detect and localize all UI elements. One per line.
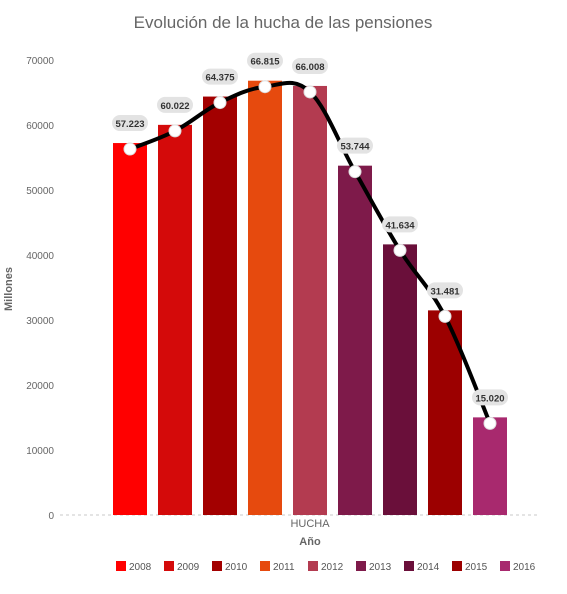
data-label-badge xyxy=(247,52,283,69)
bar-2008[interactable] xyxy=(113,143,147,515)
legend-swatch xyxy=(356,561,366,571)
data-label-text: 66.008 xyxy=(295,62,324,73)
trend-marker-2012[interactable] xyxy=(303,85,317,99)
legend-swatch xyxy=(164,561,174,571)
data-label-text: 66.815 xyxy=(250,57,280,68)
bar-2010[interactable] xyxy=(203,96,237,515)
y-tick-label: 60000 xyxy=(26,121,54,132)
legend-label: 2014 xyxy=(417,562,440,573)
legend-label: 2009 xyxy=(177,562,200,573)
data-label-2015: 31.481 xyxy=(427,282,463,299)
trend-marker-2011[interactable] xyxy=(258,80,272,94)
legend-label: 2013 xyxy=(369,562,392,573)
legend-label: 2015 xyxy=(465,562,488,573)
data-label-2011: 66.815 xyxy=(247,52,283,69)
legend-swatch xyxy=(116,561,126,571)
data-label-2012: 66.008 xyxy=(292,57,328,74)
data-label-2010: 64.375 xyxy=(202,68,238,85)
trend-marker-2009[interactable] xyxy=(168,124,182,138)
legend-item-2013[interactable]: 2013 xyxy=(356,561,392,573)
data-label-text: 57.223 xyxy=(115,119,144,130)
y-tick-label: 70000 xyxy=(26,56,54,67)
data-label-badge xyxy=(292,57,328,74)
y-tick-label: 30000 xyxy=(26,316,54,327)
trend-marker-2016[interactable] xyxy=(483,416,497,430)
data-label-badge xyxy=(472,389,508,406)
trend-marker-2014[interactable] xyxy=(393,243,407,257)
legend-item-2012[interactable]: 2012 xyxy=(308,561,344,573)
legend-swatch xyxy=(404,561,414,571)
legend-item-2016[interactable]: 2016 xyxy=(500,561,536,573)
legend-item-2009[interactable]: 2009 xyxy=(164,561,200,573)
trend-marker-2008[interactable] xyxy=(123,142,137,156)
legend-item-2014[interactable]: 2014 xyxy=(404,561,440,573)
bar-2014[interactable] xyxy=(383,244,417,515)
legend-swatch xyxy=(500,561,510,571)
data-label-text: 60.022 xyxy=(160,101,189,112)
data-label-2016: 15.020 xyxy=(472,389,508,406)
x-category-label: HUCHA xyxy=(290,518,330,530)
legend-item-2015[interactable]: 2015 xyxy=(452,561,488,573)
y-tick-label: 20000 xyxy=(26,381,54,392)
data-labels: 57.223 60.022 64.375 66.815 66.008 53.744 41.6… xyxy=(112,52,508,406)
chart-title: Evolución de la hucha de las pensiones xyxy=(134,13,433,32)
bar-2009[interactable] xyxy=(158,124,192,516)
bar-2011[interactable] xyxy=(248,80,282,515)
trend-marker-2015[interactable] xyxy=(438,309,452,323)
data-label-text: 31.481 xyxy=(430,286,460,297)
y-tick-label: 50000 xyxy=(26,186,54,197)
data-label-2014: 41.634 xyxy=(382,216,418,233)
data-label-2009: 60.022 xyxy=(157,96,193,113)
y-tick-label: 0 xyxy=(48,511,54,522)
data-label-badge xyxy=(112,115,148,132)
legend-swatch xyxy=(452,561,462,571)
x-axis-label: Año xyxy=(299,536,321,548)
trend-line xyxy=(123,80,497,430)
legend-label: 2008 xyxy=(129,562,152,573)
data-label-badge xyxy=(382,216,418,233)
bars xyxy=(113,80,507,516)
trend-marker-2013[interactable] xyxy=(348,165,362,179)
legend-label: 2012 xyxy=(321,562,344,573)
y-axis-label: Millones xyxy=(3,267,15,311)
legend-label: 2011 xyxy=(273,562,295,573)
bar-2012[interactable] xyxy=(293,85,327,515)
legend-item-2008[interactable]: 2008 xyxy=(116,561,152,573)
trend-marker-2010[interactable] xyxy=(213,96,227,110)
bar-2013[interactable] xyxy=(338,165,372,515)
data-label-badge xyxy=(337,137,373,154)
legend-swatch xyxy=(212,561,222,571)
legend-item-2011[interactable]: 2011 xyxy=(260,561,295,573)
trend-line-path xyxy=(129,80,492,425)
data-label-text: 15.020 xyxy=(475,393,504,404)
y-tick-label: 40000 xyxy=(26,251,54,262)
legend[interactable]: 2008 2009 2010 2011 2012 2013 2014 2015 2016 xyxy=(116,561,536,573)
legend-item-2010[interactable]: 2010 xyxy=(212,561,248,573)
bar-2016[interactable] xyxy=(473,417,507,515)
data-label-badge xyxy=(202,68,238,85)
legend-swatch xyxy=(308,561,318,571)
data-label-text: 41.634 xyxy=(385,220,415,231)
data-label-2013: 53.744 xyxy=(337,137,373,154)
legend-label: 2010 xyxy=(225,562,248,573)
data-label-text: 53.744 xyxy=(340,142,370,153)
data-label-badge xyxy=(157,96,193,113)
data-label-badge xyxy=(427,282,463,299)
y-axis-ticks: 0 10000 20000 30000 40000 50000 60000 70000 xyxy=(26,56,54,522)
data-label-text: 64.375 xyxy=(205,73,235,84)
y-tick-label: 10000 xyxy=(26,446,54,457)
data-label-2008: 57.223 xyxy=(112,115,148,132)
legend-swatch xyxy=(260,561,270,571)
legend-label: 2016 xyxy=(513,562,536,573)
